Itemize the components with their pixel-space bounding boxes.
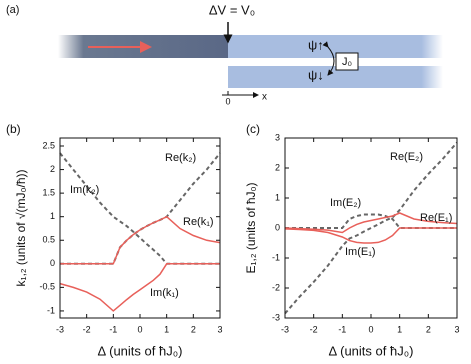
x-tick-label: 1 bbox=[164, 324, 169, 334]
psi-down: ψ↓ bbox=[308, 67, 324, 82]
x-axis-label: Δ (units of ħJ₀) bbox=[329, 343, 414, 358]
series-label: Re(k₂) bbox=[165, 152, 196, 164]
x-tick-label: 0 bbox=[368, 324, 373, 334]
y-tick-label: 0.5 bbox=[42, 235, 55, 245]
lower-bar bbox=[228, 66, 443, 88]
y-tick-label: 3 bbox=[275, 132, 280, 142]
x-tick-label: 3 bbox=[454, 324, 459, 334]
y-tick-label: -0.5 bbox=[39, 282, 55, 292]
series-line bbox=[284, 227, 457, 244]
axis-label: x bbox=[262, 92, 267, 103]
y-tick-label: 2 bbox=[50, 164, 55, 174]
series-label: Re(E₂) bbox=[390, 151, 423, 163]
y-tick-label: -1 bbox=[47, 305, 55, 315]
y-tick-label: -3 bbox=[272, 312, 280, 322]
y-tick-label: -1 bbox=[272, 252, 280, 262]
panel-label: (a) bbox=[6, 4, 19, 16]
psi-up: ψ↑ bbox=[308, 37, 324, 52]
series-label: Im(k₁) bbox=[150, 287, 179, 299]
y-axis-label: k₁,₂ (units of √(mJ₀/ħ)) bbox=[14, 170, 28, 287]
schematic: (a) ΔV = V₀ ψ↑ ψ↓ J₀ 0 x bbox=[6, 2, 443, 106]
x-axis-label: Δ (units of ħJ₀) bbox=[98, 343, 183, 358]
x-tick-label: -1 bbox=[338, 324, 346, 334]
coupling-arrow bbox=[322, 41, 335, 76]
x-tick-label: 2 bbox=[426, 324, 431, 334]
x-tick-label: -1 bbox=[109, 324, 117, 334]
coupling-box bbox=[335, 52, 359, 71]
y-tick-label: 0 bbox=[50, 258, 55, 268]
panel-label: (b) bbox=[6, 122, 21, 136]
x-tick-label: -2 bbox=[83, 324, 91, 334]
panel-label: (c) bbox=[246, 122, 260, 136]
x-tick-label: 1 bbox=[397, 324, 402, 334]
x-tick-label: 0 bbox=[137, 324, 142, 334]
plot-frame bbox=[284, 137, 458, 319]
upper-bar bbox=[228, 35, 443, 58]
voltage-label: ΔV = V₀ bbox=[209, 2, 255, 17]
x-tick-label: -3 bbox=[281, 324, 289, 334]
series-line bbox=[60, 152, 221, 265]
coupling-label: J₀ bbox=[342, 56, 352, 68]
series-label: Im(k₂) bbox=[70, 184, 99, 196]
series-label: Im(E₂) bbox=[330, 197, 361, 209]
y-axis-label: E₁,₂ (units of ħJ₀) bbox=[244, 182, 258, 273]
y-tick-label: 1 bbox=[50, 211, 55, 221]
series-line bbox=[59, 152, 220, 265]
series-line bbox=[59, 263, 220, 312]
series-line bbox=[60, 215, 221, 265]
y-tick-label: 1.5 bbox=[42, 188, 55, 198]
x-tick-label: -3 bbox=[56, 324, 64, 334]
series-label: Re(E₁) bbox=[420, 212, 452, 224]
series-label: Re(k₁) bbox=[183, 216, 214, 228]
y-tick-label: 2.5 bbox=[42, 140, 55, 150]
x-tick-label: 2 bbox=[191, 324, 196, 334]
series-label: Im(E₁) bbox=[345, 246, 376, 258]
y-tick-label: 1 bbox=[275, 192, 280, 202]
y-tick-label: -2 bbox=[272, 282, 280, 292]
y-tick-label: 2 bbox=[275, 162, 280, 172]
series-line bbox=[284, 141, 458, 315]
series-line bbox=[284, 212, 458, 234]
x-tick-label: -2 bbox=[310, 324, 318, 334]
y-tick-label: 0 bbox=[275, 222, 280, 232]
plot-frame bbox=[59, 137, 221, 319]
x-tick-label: 3 bbox=[217, 324, 222, 334]
origin-label: 0 bbox=[225, 96, 230, 106]
